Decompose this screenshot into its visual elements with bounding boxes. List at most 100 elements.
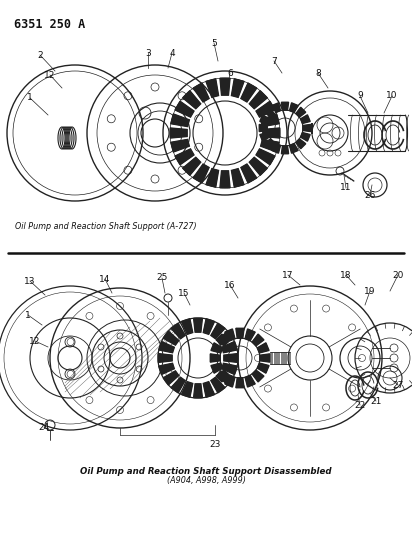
Text: 26: 26 [364,190,376,199]
Polygon shape [249,91,267,109]
Polygon shape [163,371,179,385]
Polygon shape [210,354,220,362]
Text: 24: 24 [38,424,49,432]
Polygon shape [260,133,269,141]
Text: 5: 5 [211,38,217,47]
Polygon shape [220,171,230,188]
Polygon shape [217,371,233,385]
Text: 2: 2 [37,51,43,60]
Text: 3: 3 [145,49,151,58]
Polygon shape [203,382,215,397]
Polygon shape [224,353,238,362]
Text: 13: 13 [24,277,36,286]
Text: 1: 1 [25,311,31,319]
Polygon shape [232,168,244,187]
Polygon shape [182,319,193,334]
Polygon shape [225,329,235,341]
Text: Oil Pump and Reaction Shaft Support (A-727): Oil Pump and Reaction Shaft Support (A-7… [15,222,197,231]
Polygon shape [217,331,233,345]
Polygon shape [225,375,235,387]
Polygon shape [236,378,244,387]
Polygon shape [211,377,225,393]
Polygon shape [194,318,202,332]
Polygon shape [206,79,218,98]
Polygon shape [263,128,280,138]
Polygon shape [220,78,230,95]
Text: 19: 19 [364,287,376,295]
Polygon shape [211,323,225,339]
Polygon shape [158,353,172,362]
Text: 8: 8 [315,69,321,77]
Polygon shape [232,79,244,98]
Text: 27: 27 [392,381,404,390]
Polygon shape [222,342,237,353]
Polygon shape [252,334,264,346]
Polygon shape [259,124,267,132]
Text: 1: 1 [27,93,33,102]
Text: 6351 250 A: 6351 250 A [14,18,85,31]
Polygon shape [170,128,187,138]
Polygon shape [241,164,257,183]
Text: 4: 4 [169,49,175,58]
Text: 18: 18 [340,271,352,279]
Polygon shape [296,107,306,117]
Polygon shape [303,124,311,132]
Polygon shape [272,143,281,153]
Text: 12: 12 [29,336,41,345]
Polygon shape [256,101,275,117]
Polygon shape [159,364,174,375]
Text: (A904, A998, A999): (A904, A998, A999) [166,477,246,486]
Polygon shape [264,139,274,149]
Polygon shape [193,83,209,102]
Polygon shape [159,342,174,353]
Text: 9: 9 [357,92,363,101]
Polygon shape [260,115,269,124]
Polygon shape [257,363,269,373]
Text: 21: 21 [370,397,382,406]
Polygon shape [300,115,310,124]
Polygon shape [296,139,306,149]
Text: 10: 10 [386,92,398,101]
Polygon shape [245,375,255,387]
Polygon shape [194,384,202,398]
Polygon shape [281,146,288,154]
Polygon shape [300,133,310,141]
Polygon shape [249,157,267,175]
Polygon shape [193,164,209,183]
Polygon shape [163,331,179,345]
Polygon shape [183,91,201,109]
Text: 17: 17 [282,271,294,279]
Text: 7: 7 [271,56,277,66]
Polygon shape [261,114,279,126]
Text: 14: 14 [99,274,111,284]
Polygon shape [245,329,255,341]
Polygon shape [290,103,298,112]
Text: 23: 23 [209,440,221,449]
Polygon shape [211,343,223,353]
Polygon shape [203,319,215,334]
Text: 20: 20 [392,271,404,279]
Text: 12: 12 [44,70,56,79]
Text: 6: 6 [227,69,233,77]
Polygon shape [183,157,201,175]
Polygon shape [175,101,194,117]
Polygon shape [281,102,288,110]
Text: 15: 15 [178,288,190,297]
Polygon shape [252,370,264,382]
Polygon shape [222,364,237,375]
Polygon shape [216,334,228,346]
Polygon shape [272,103,281,112]
Polygon shape [260,354,270,362]
Polygon shape [211,363,223,373]
Text: 16: 16 [224,280,236,289]
Polygon shape [171,323,185,339]
Polygon shape [206,168,218,187]
Polygon shape [241,83,257,102]
Polygon shape [290,143,298,153]
Polygon shape [175,149,194,165]
Polygon shape [261,140,279,152]
Text: 25: 25 [156,273,168,282]
Polygon shape [256,149,275,165]
Polygon shape [171,377,185,393]
Text: 11: 11 [340,183,352,192]
